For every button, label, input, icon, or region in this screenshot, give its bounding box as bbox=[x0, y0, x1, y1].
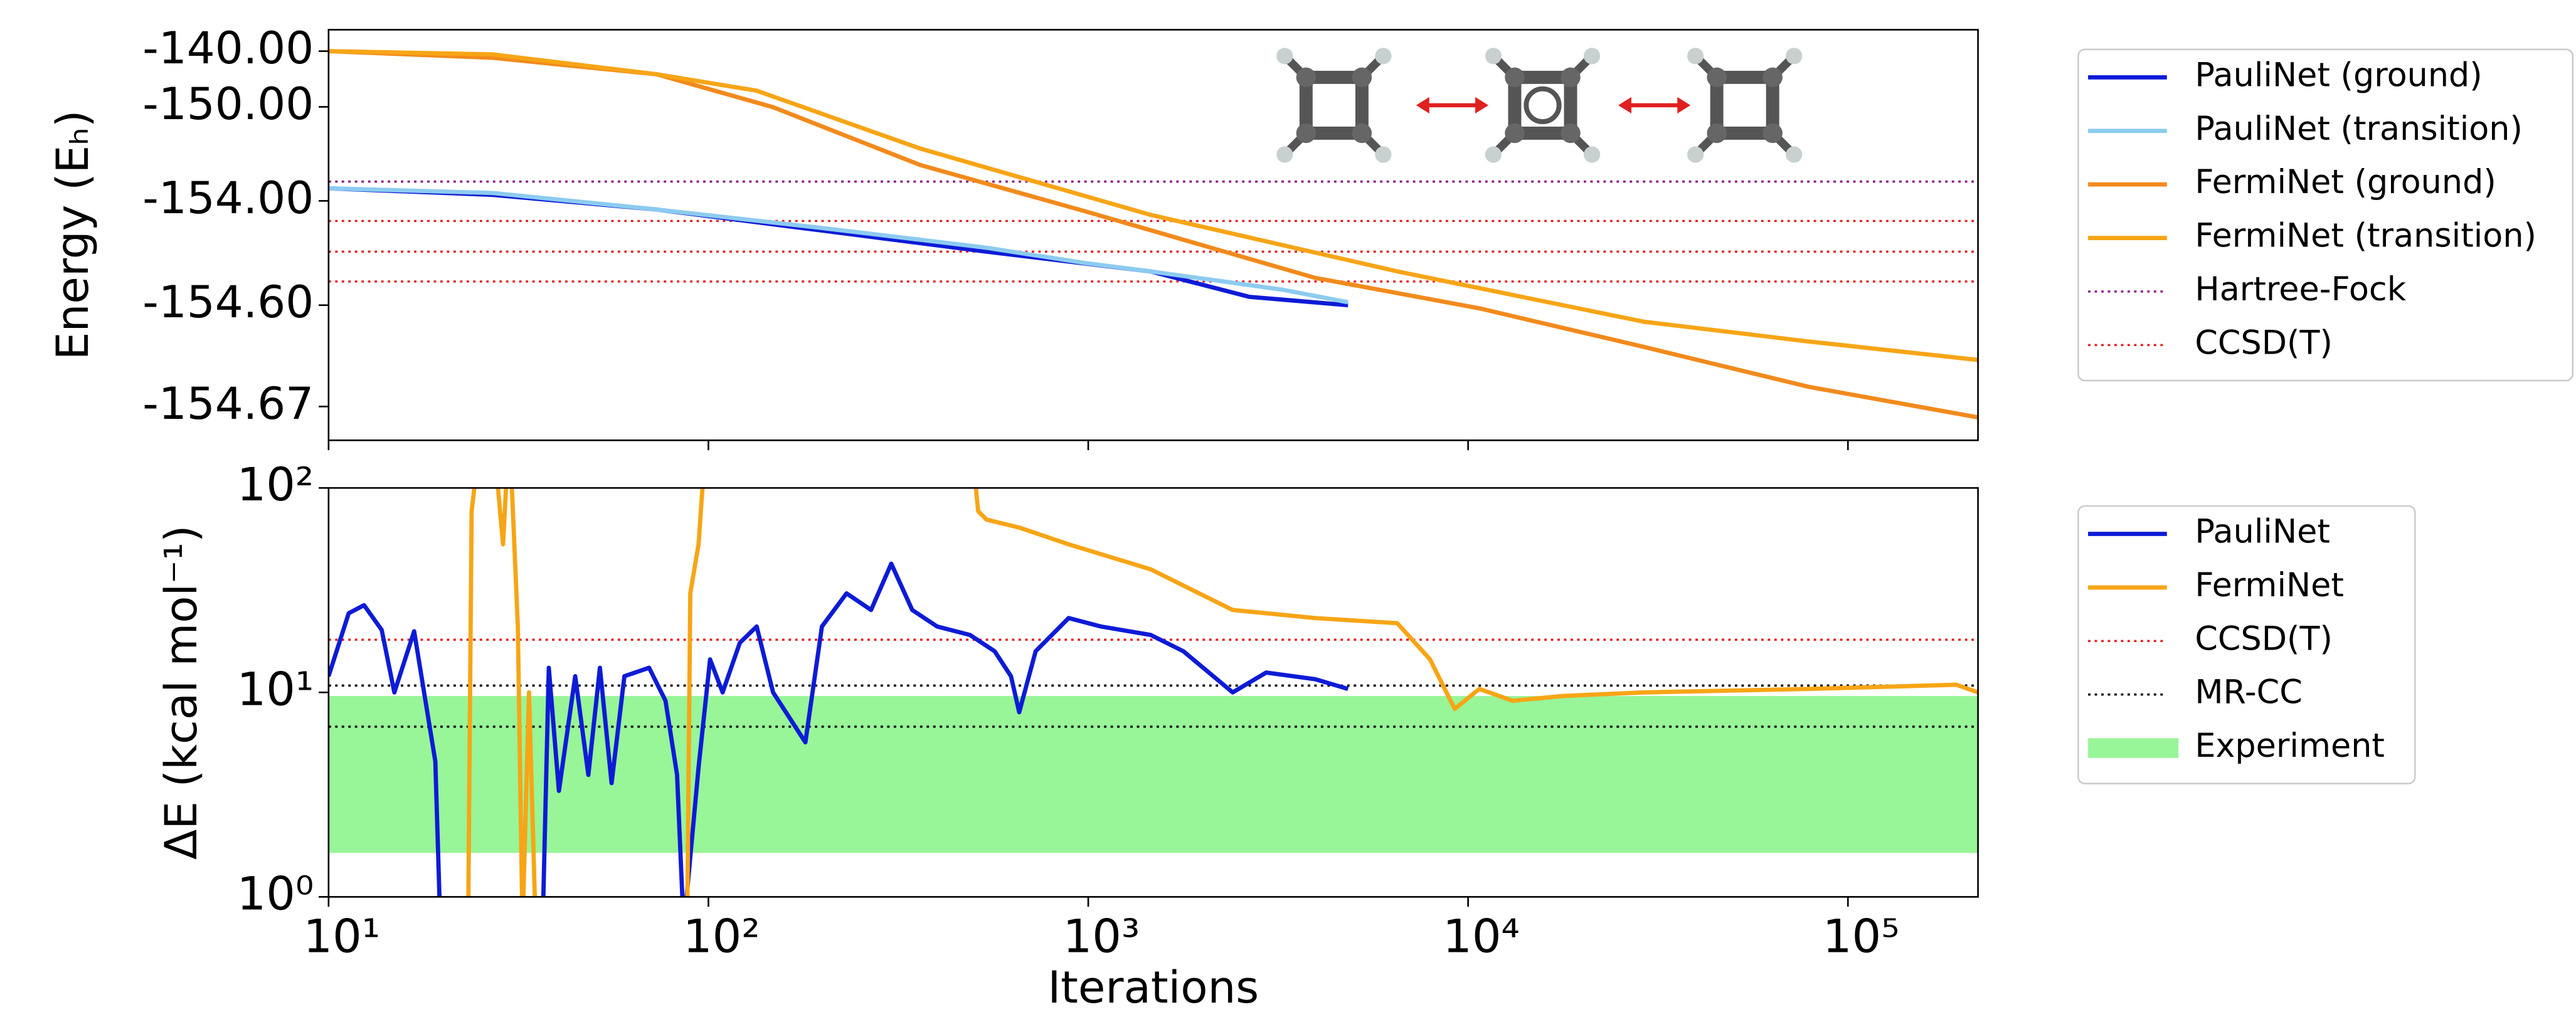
legend-label: PauliNet (transition) bbox=[2195, 110, 2523, 148]
series-line bbox=[328, 561, 1349, 897]
molecule-inset bbox=[1276, 48, 1802, 162]
band bbox=[328, 696, 1978, 853]
y-tick-label: -140.00 bbox=[142, 22, 314, 74]
y-axis-label: Energy (Eₕ) bbox=[46, 110, 98, 361]
x-tick-label: 10⁵ bbox=[1823, 910, 1900, 964]
y-tick-label: -154.00 bbox=[142, 172, 314, 224]
x-axis-label: Iterations bbox=[1047, 961, 1259, 1012]
y-axis-label: ΔE (kcal mol⁻¹) bbox=[155, 525, 207, 860]
plot-area bbox=[328, 488, 1978, 897]
legend-label: Experiment bbox=[2195, 727, 2385, 765]
legend-label: PauliNet bbox=[2195, 513, 2330, 551]
y-tick-label: 10¹ bbox=[237, 663, 314, 716]
legend-label: FermiNet bbox=[2195, 566, 2344, 604]
y-tick-label: 10² bbox=[237, 458, 314, 512]
series-line bbox=[328, 49, 1978, 362]
series-line bbox=[328, 186, 1349, 308]
legend: PauliNet (ground) PauliNet (transition) Fe… bbox=[2077, 48, 2574, 382]
series-line bbox=[328, 49, 1978, 420]
legend-swatch bbox=[2088, 738, 2179, 758]
y-tick-label: -154.60 bbox=[142, 276, 314, 328]
x-tick-label: 10³ bbox=[1063, 910, 1140, 964]
legend-label: Hartree-Fock bbox=[2195, 270, 2406, 308]
series-line bbox=[328, 186, 1349, 305]
y-tick-label: -154.67 bbox=[142, 377, 314, 430]
legend-label: FermiNet (ground) bbox=[2195, 163, 2496, 201]
legend-label: PauliNet (ground) bbox=[2195, 56, 2482, 94]
legend-label: CCSD(T) bbox=[2195, 324, 2333, 362]
y-tick-label: 10⁰ bbox=[237, 867, 314, 920]
legend-label: MR-CC bbox=[2195, 673, 2303, 712]
x-tick-label: 10¹ bbox=[303, 910, 380, 964]
y-tick-label: -150.00 bbox=[142, 78, 314, 130]
plot-frame bbox=[327, 29, 1979, 441]
legend-label: CCSD(T) bbox=[2195, 619, 2333, 658]
plot-area bbox=[328, 49, 1978, 420]
x-tick-label: 10⁴ bbox=[1443, 910, 1520, 964]
legend-box bbox=[2077, 505, 2416, 784]
legend-box bbox=[2077, 48, 2574, 382]
series-line bbox=[466, 488, 1978, 897]
legend: PauliNet FermiNet CCSD(T) MR-CC Experiment bbox=[2077, 505, 2416, 784]
x-tick-label: 10² bbox=[683, 910, 760, 964]
legend-label: FermiNet (transition) bbox=[2195, 217, 2536, 255]
